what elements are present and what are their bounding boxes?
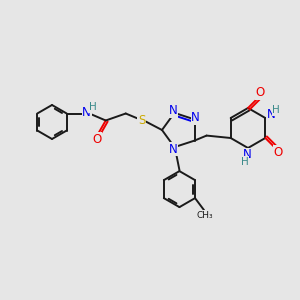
Text: CH₃: CH₃ [197,211,213,220]
Text: N: N [191,111,200,124]
Text: S: S [138,114,146,127]
Text: O: O [274,146,283,158]
Text: O: O [92,133,101,146]
Text: O: O [255,86,265,100]
Text: N: N [82,106,91,119]
Text: H: H [272,105,280,115]
Text: N: N [169,142,178,156]
Text: H: H [241,157,249,167]
Text: N: N [243,148,251,161]
Text: N: N [169,104,178,117]
Text: H: H [89,103,97,112]
Text: N: N [267,109,276,122]
